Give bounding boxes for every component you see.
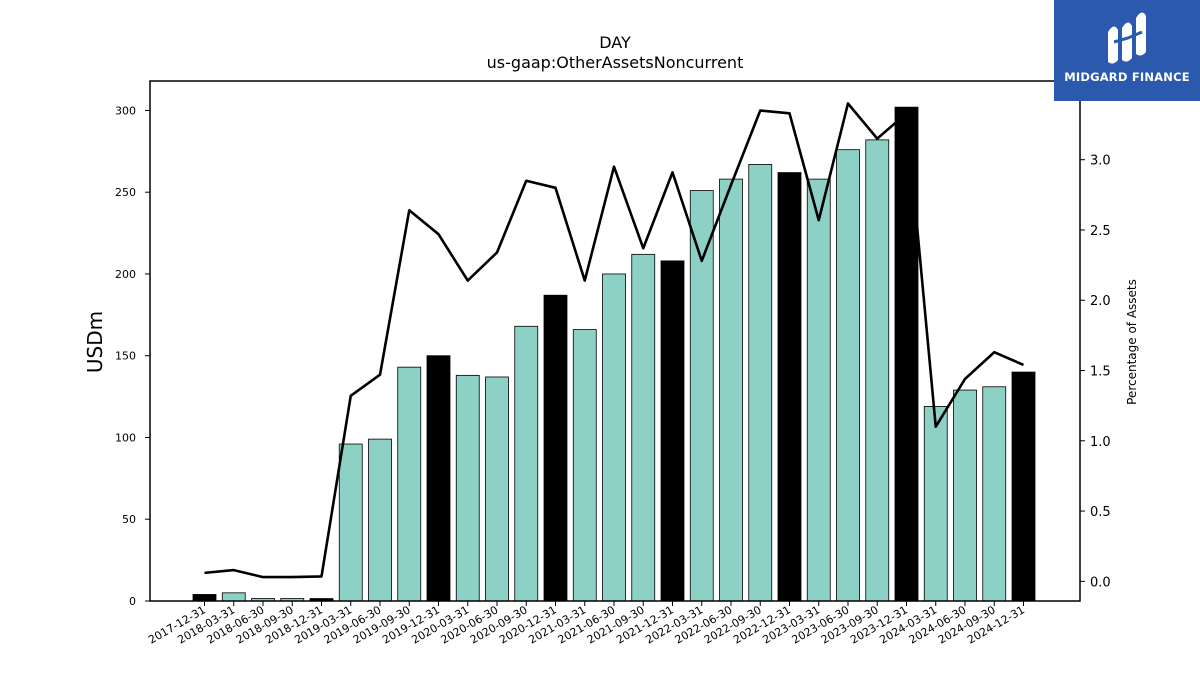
percentage-line: [204, 102, 1025, 579]
chart-title: DAY: [599, 33, 631, 52]
bar-2020-12-31: [543, 294, 568, 602]
y2-tick-label: 2.5: [1090, 224, 1111, 239]
y-tick-label: 150: [115, 350, 136, 363]
bar-2021-06-30: [602, 273, 626, 602]
bar-2018-03-31: [221, 592, 246, 602]
bar-2024-12-31: [1011, 371, 1036, 602]
bar-2024-03-31: [923, 406, 948, 602]
y2-tick-label: 3.0: [1090, 154, 1111, 169]
chart-subtitle: us-gaap:OtherAssetsNoncurrent: [487, 53, 744, 72]
line-layer: [204, 102, 1025, 579]
y2-tick-label: 1.5: [1090, 365, 1111, 380]
bar-2022-06-30: [719, 178, 743, 602]
y-tick-label: 300: [115, 104, 136, 117]
plot-frame: [149, 80, 1081, 602]
bar-2022-09-30: [748, 163, 773, 602]
bar-2024-06-30: [953, 389, 977, 602]
y-tick-label: 250: [115, 186, 136, 199]
y2-tick-label: 1.0: [1090, 435, 1111, 450]
bar-2023-06-30: [836, 149, 860, 602]
y2-axis-label: Percentage of Assets: [1125, 279, 1139, 405]
bar-2019-03-31: [338, 443, 363, 602]
bar-2021-09-30: [631, 253, 656, 602]
bar-2021-12-31: [660, 260, 685, 602]
logo-mark-icon: [1108, 12, 1146, 64]
y-axis-label: USDm: [83, 311, 107, 373]
bar-2023-03-31: [806, 178, 831, 602]
logo-text: MIDGARD FINANCE: [1064, 70, 1190, 84]
bar-2024-09-30: [982, 386, 1007, 602]
bar-2019-12-31: [426, 355, 451, 602]
bar-2019-06-30: [368, 438, 392, 602]
bar-2022-12-31: [777, 172, 802, 602]
bar-2017-12-31: [192, 594, 217, 602]
bar-2023-09-30: [865, 139, 890, 602]
y2-tick-label: 0.5: [1090, 505, 1111, 520]
bar-2020-09-30: [514, 325, 539, 602]
bar-2019-09-30: [397, 366, 422, 602]
bar-2021-03-31: [572, 329, 597, 602]
midgard-finance-logo: MIDGARD FINANCE: [1054, 0, 1200, 101]
bar-2022-03-31: [689, 190, 714, 602]
bar-2023-12-31: [894, 106, 919, 602]
bar-2020-03-31: [455, 374, 480, 602]
y-tick-label: 50: [122, 513, 136, 526]
bars-layer: [192, 106, 1036, 602]
y2-tick-label: 0.0: [1090, 575, 1111, 590]
y-tick-label: 100: [115, 431, 136, 444]
y-tick-label: 200: [115, 268, 136, 281]
y2-tick-label: 2.0: [1090, 294, 1111, 309]
y-tick-label: 0: [129, 595, 136, 608]
bar-2020-06-30: [485, 376, 509, 602]
